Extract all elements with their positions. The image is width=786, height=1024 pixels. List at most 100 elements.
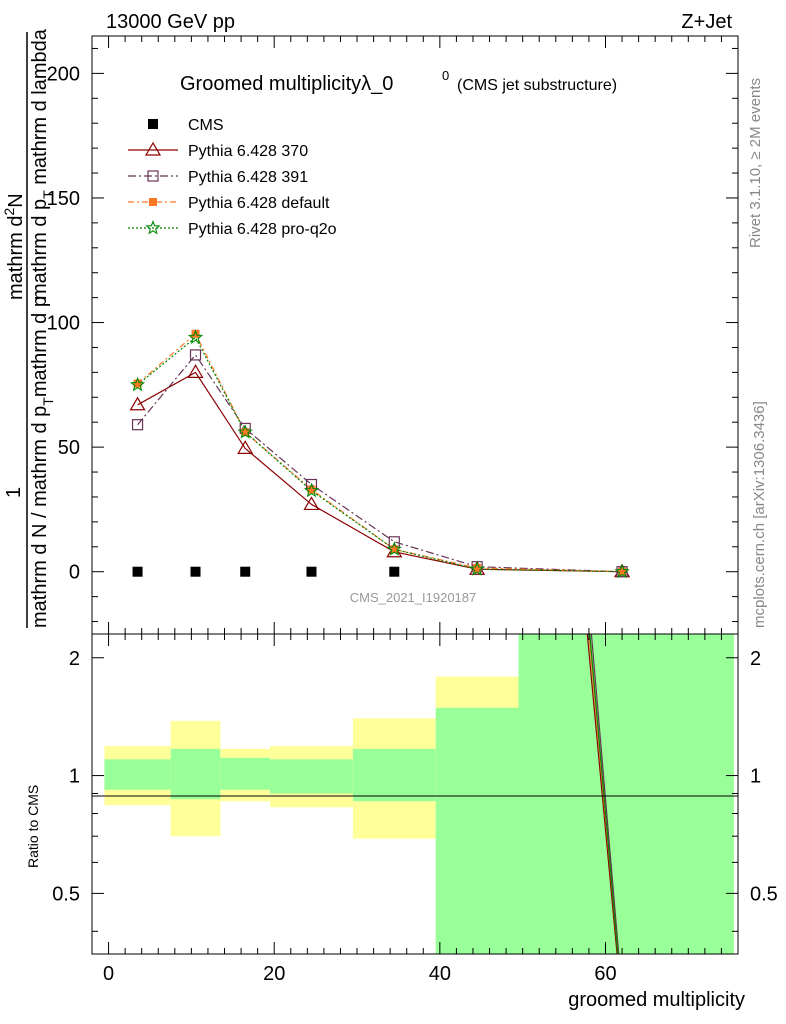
data-point: [386, 541, 402, 556]
band-green: [104, 759, 171, 790]
data-point: [131, 419, 144, 431]
side-text-lower: mcplots.cern.ch [arXiv:1306.3436]: [751, 401, 768, 628]
data-point: [129, 376, 146, 392]
ylabel-den-sub: T: [40, 397, 56, 406]
ylabel-den2-sub: T: [40, 190, 56, 199]
data-point: [191, 329, 200, 338]
series-line: [137, 332, 623, 573]
y-tick-label: 0: [69, 562, 80, 584]
y-tick-label: 150: [47, 188, 80, 210]
ratio-y-tick-label-right: 2: [750, 648, 761, 670]
data-point: [614, 563, 630, 579]
ratio-line: [589, 633, 619, 955]
main-y-axis-label: 1 mathrm d N / mathrm d pTmathrm d p: [3, 32, 56, 628]
chart-subtitle: (CMS jet substructure): [457, 77, 617, 94]
ratio-y-tick-label-right: 0.5: [750, 883, 778, 905]
data-point: [129, 396, 146, 411]
main-series: [129, 329, 631, 579]
data-point: [133, 379, 142, 388]
legend-marker: [147, 170, 159, 182]
data-point: [618, 567, 627, 576]
data-point: [389, 566, 400, 577]
legend-label: Pythia 6.428 391: [188, 169, 308, 186]
ratio-frame: [91, 633, 739, 955]
data-point: [241, 428, 250, 437]
ratio-y-tick-label-right: 1: [750, 766, 761, 788]
main-panel: 0 50 100 150 200 Groomed multiplicityλ_0 0 (…: [47, 35, 739, 635]
data-point: [240, 566, 251, 577]
legend-marker: [144, 141, 162, 156]
band-green: [170, 748, 221, 800]
legend-label: Pythia 6.428 pro-q2o: [188, 221, 337, 238]
header-left: 13000 GeV pp: [106, 11, 235, 33]
legend-label: Pythia 6.428 default: [188, 195, 330, 212]
legend: CMS Pythia 6.428 370 Pythia 6.428 391 Pythi…: [128, 117, 337, 238]
data-point: [306, 566, 317, 577]
data-point: [469, 561, 485, 576]
x-axis-label: groomed multiplicity: [568, 989, 745, 1011]
main-x-ticks: [108, 36, 739, 634]
ratio-y-tick-label-left: 1: [69, 766, 80, 788]
data-point: [390, 545, 399, 554]
legend-marker: [148, 119, 158, 129]
y-tick-label: 200: [47, 63, 80, 85]
data-point: [189, 349, 202, 361]
legend-label: Pythia 6.428 370: [188, 143, 308, 160]
chart-title-sup: 0: [442, 68, 449, 83]
ylabel-den-main: mathrm d N / mathrm d p: [29, 406, 51, 628]
ylabel-top: 1: [3, 487, 25, 498]
x-tick-label: 20: [263, 963, 285, 985]
data-point: [307, 485, 316, 494]
legend-label: CMS: [188, 117, 224, 134]
ylabel-denominator: mathrm d N / mathrm d pTmathrm d p: [29, 296, 56, 628]
band-green: [435, 707, 519, 954]
ylabel-numerator: mathrm d2N: [1, 193, 27, 300]
data-point: [187, 329, 204, 345]
ylabel-num-sup: 2: [1, 208, 17, 216]
data-point: [303, 482, 320, 498]
data-point: [237, 424, 253, 439]
main-y-axis-numerator: mathrm d2N mathrm d pT mathrm d lambda: [1, 28, 56, 300]
ratio-y-tick-label-left: 2: [69, 648, 80, 670]
x-tick-label: 40: [429, 963, 451, 985]
chart-title: Groomed multiplicityλ_0: [180, 73, 393, 95]
data-point: [190, 566, 201, 577]
ylabel-den2-main: mathrm d p: [29, 199, 51, 300]
band-green: [270, 759, 353, 794]
analysis-watermark: CMS_2021_I1920187: [350, 590, 477, 605]
ratio-line: [586, 633, 618, 955]
ratio-y-axis-label: Ratio to CMS: [25, 785, 41, 868]
ylabel-num-main: mathrm d: [5, 216, 27, 300]
y-tick-label: 50: [58, 437, 80, 459]
ratio-panel: 0.5 0.5 1 1 2 2 0 20 40 60 Ratio to CMS groomed …: [25, 633, 778, 1011]
ratio-line: [590, 633, 620, 955]
band-green: [518, 634, 734, 954]
side-text-upper: Rivet 3.1.10, ≥ 2M events: [747, 78, 764, 248]
series-line: [137, 371, 623, 573]
ratio-x-ticks: 0 20 40 60: [103, 634, 739, 985]
band-green: [220, 757, 271, 790]
data-point: [303, 496, 320, 511]
data-point: [237, 440, 254, 454]
header-right: Z+Jet: [681, 11, 732, 33]
legend-marker: [149, 198, 157, 206]
main-y-ticks: 0 50 100 150 200: [47, 47, 738, 623]
x-tick-label: 60: [594, 963, 616, 985]
ratio-y-ticks: 0.5 0.5 1 1 2 2: [52, 648, 778, 932]
ylabel-den-end: mathrm d p: [29, 296, 51, 397]
ratio-series: [586, 633, 620, 955]
data-point: [132, 566, 143, 577]
series-line: [137, 336, 623, 573]
legend-marker: [145, 219, 161, 235]
data-point: [187, 364, 204, 378]
ylabel-denominator-upper: mathrm d pT mathrm d lambda: [29, 28, 56, 300]
ylabel-num-end: N: [5, 193, 27, 207]
ratio-uncertainty-bands: [104, 634, 734, 954]
data-point: [473, 563, 482, 572]
y-tick-label: 100: [47, 313, 80, 335]
band-green: [352, 748, 436, 802]
ratio-y-tick-label-left: 0.5: [52, 883, 80, 905]
ylabel-den2-end: mathrm d lambda: [29, 28, 51, 190]
x-tick-label: 0: [103, 963, 114, 985]
